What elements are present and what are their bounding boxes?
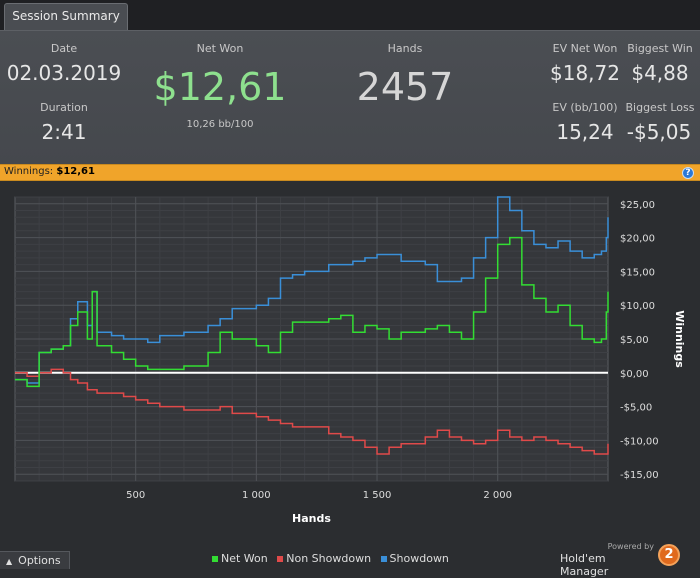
question-icon[interactable]: ? [682,167,694,179]
x-tick-label: 1 000 [242,490,271,501]
legend-non-showdown[interactable]: Non Showdown [286,552,372,565]
brand-logo-area: Powered by Hold'em Manager 2 [560,542,700,578]
x-tick-label: 500 [126,490,145,501]
duration-label: Duration [40,101,88,114]
series-line-net-won [15,236,609,388]
net-won-value: $12,61 [153,65,287,109]
ev-net-won-value: $18,72 [550,61,620,85]
winnings-label: Winnings: [4,166,54,177]
y-tick-label: -$15,00 [620,470,659,481]
ev-bb100-label: EV (bb/100) [552,101,618,114]
net-won-bb100: 10,26 bb/100 [186,119,254,130]
winnings-caption: Winnings: $12,61 [4,166,95,177]
y-tick-label: -$5,00 [620,403,652,414]
tab-bar: Session Summary [0,0,700,30]
legend-swatch-net-won [212,555,218,562]
chevron-up-icon: ▲ [6,557,13,566]
y-tick-label: $0,00 [620,369,649,380]
date-value: 02.03.2019 [6,61,122,85]
y-tick-label: $5,00 [620,335,649,346]
winnings-chart: -$15,00 -$10,00 -$5,00 $0,00 $5,00 $10,00 $15,… [14,196,686,525]
session-summary-panel: Date 02.03.2019 Duration 2:41 Net Won $1… [0,30,700,164]
options-button[interactable]: ▲ Options [0,551,70,569]
x-tick-label: 2 000 [483,490,512,501]
y-axis-label: Winnings [673,310,686,368]
y-tick-label: $20,00 [620,234,655,245]
net-won-label: Net Won [196,42,244,55]
winnings-bar: Winnings: $12,61 ? [0,164,700,181]
biggest-win-value: $4,88 [631,61,689,85]
biggest-win-label: Biggest Win [627,42,693,55]
biggest-loss-value: -$5,05 [626,120,692,144]
date-label: Date [50,42,78,55]
y-tick-label: $15,00 [620,267,655,278]
series-line-non-showdown [15,368,609,455]
y-tick-label: -$10,00 [620,436,659,447]
x-axis-label: Hands [292,512,331,525]
x-tick-label: 1 500 [363,490,392,501]
legend-swatch-non-showdown [277,555,284,562]
hands-label: Hands [387,42,423,55]
ev-bb100-value: 15,24 [556,120,614,144]
y-tick-label: $10,00 [620,301,655,312]
ev-net-won-label: EV Net Won [552,42,618,55]
legend-showdown[interactable]: Showdown [389,552,449,565]
tab-session-summary[interactable]: Session Summary [4,3,128,30]
legend-swatch-showdown [380,555,387,562]
chart-legend: Net Won Non Showdown Showdown [206,552,449,565]
winnings-chart-area: -$15,00 -$10,00 -$5,00 $0,00 $5,00 $10,00 $15,… [0,181,700,569]
y-tick-label: $25,00 [620,200,655,211]
brand-name: Hold'em Manager [560,552,609,578]
hands-value: 2457 [356,65,454,109]
options-label: Options [18,554,61,567]
biggest-loss-label: Biggest Loss [625,101,695,114]
winnings-value: $12,61 [56,166,95,177]
legend-net-won[interactable]: Net Won [221,552,268,565]
powered-by-text: Powered by [607,542,654,551]
duration-value: 2:41 [41,120,87,144]
hm2-logo-icon: 2 [658,544,680,566]
